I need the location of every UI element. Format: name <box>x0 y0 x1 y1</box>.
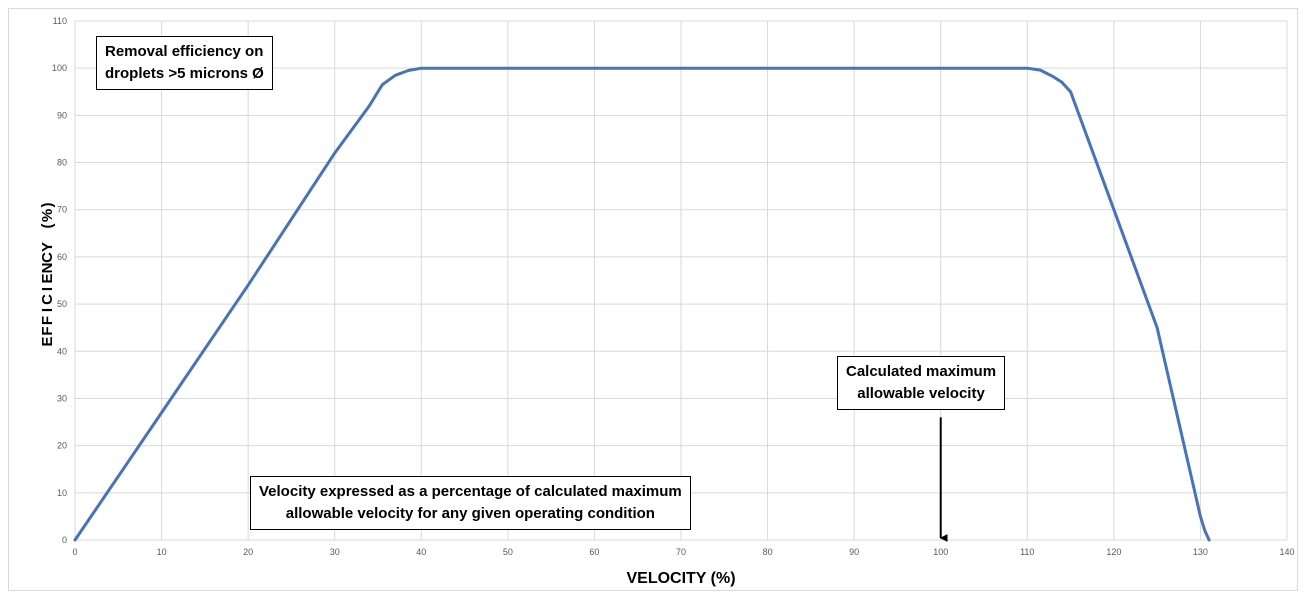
x-tick-label: 110 <box>1020 547 1034 557</box>
x-tick-label: 80 <box>763 547 773 557</box>
x-tick-label: 130 <box>1193 547 1208 557</box>
x-tick-label: 0 <box>72 547 77 557</box>
x-tick-label: 10 <box>157 547 167 557</box>
y-axis-title-char: Y <box>39 242 56 252</box>
y-axis-title-char: F <box>39 326 56 335</box>
series-layer <box>73 66 1211 542</box>
tick-labels: 0 10 20 30 40 50 60 70 80 90 100 110 120 130 140 0 10 20 3… <box>52 16 1295 557</box>
velocity-definition-note-box: Velocity expressed as a percentage of ca… <box>250 476 691 530</box>
y-axis-title-char: % <box>39 209 56 222</box>
x-axis-title: VELOCITY (%) <box>626 570 735 587</box>
efficiency-series-line <box>73 66 1211 542</box>
max-velocity-note-line-2: allowable velocity <box>857 385 985 402</box>
y-axis-title-char: C <box>39 252 56 263</box>
x-tick-label: 120 <box>1106 547 1121 557</box>
y-tick-label: 70 <box>57 205 67 215</box>
velocity-definition-note-line-1: Velocity expressed as a percentage of ca… <box>259 483 682 500</box>
y-tick-label: 100 <box>52 63 67 73</box>
y-axis-title-char: ( <box>39 224 56 229</box>
x-tick-label: 50 <box>503 547 513 557</box>
y-axis-title-char: I <box>39 308 56 312</box>
x-tick-label: 60 <box>589 547 599 557</box>
max-velocity-note-box: Calculated maximum allowable velocity <box>837 356 1006 410</box>
x-tick-label: 90 <box>849 547 859 557</box>
y-tick-label: 90 <box>57 110 67 120</box>
chart-frame <box>8 8 1298 591</box>
y-axis-title-char: E <box>39 336 56 346</box>
y-axis-title-char: ) <box>39 203 56 208</box>
x-tick-label: 100 <box>933 547 948 557</box>
x-tick-label: 30 <box>330 547 340 557</box>
y-tick-label: 60 <box>57 252 67 262</box>
y-tick-label: 30 <box>57 393 67 403</box>
y-axis-title-char: F <box>39 316 56 325</box>
y-axis-title-char: E <box>39 273 56 283</box>
y-tick-label: 0 <box>62 535 67 545</box>
y-tick-label: 40 <box>57 346 67 356</box>
y-axis-title-char: C <box>39 294 56 305</box>
max-velocity-note-line-1: Calculated maximum <box>846 363 997 380</box>
x-tick-label: 70 <box>676 547 686 557</box>
velocity-definition-note-line-2: allowable velocity for any given operati… <box>285 505 655 522</box>
y-axis-title-char: I <box>39 287 56 291</box>
y-tick-label: 110 <box>53 16 67 26</box>
y-axis-title-char: N <box>39 263 56 274</box>
grid <box>74 20 1288 541</box>
x-tick-label: 140 <box>1279 547 1294 557</box>
y-tick-label: 80 <box>57 158 67 168</box>
x-tick-label: 20 <box>243 547 253 557</box>
y-tick-label: 10 <box>57 488 67 498</box>
efficiency-note-line-1: Removal efficiency on <box>105 43 264 60</box>
efficiency-note-box: Removal efficiency on droplets >5 micron… <box>96 36 273 90</box>
y-tick-label: 20 <box>57 441 67 451</box>
y-tick-label: 50 <box>57 299 67 309</box>
efficiency-note-line-2: droplets >5 microns Ø <box>105 65 264 82</box>
x-tick-label: 40 <box>416 547 426 557</box>
